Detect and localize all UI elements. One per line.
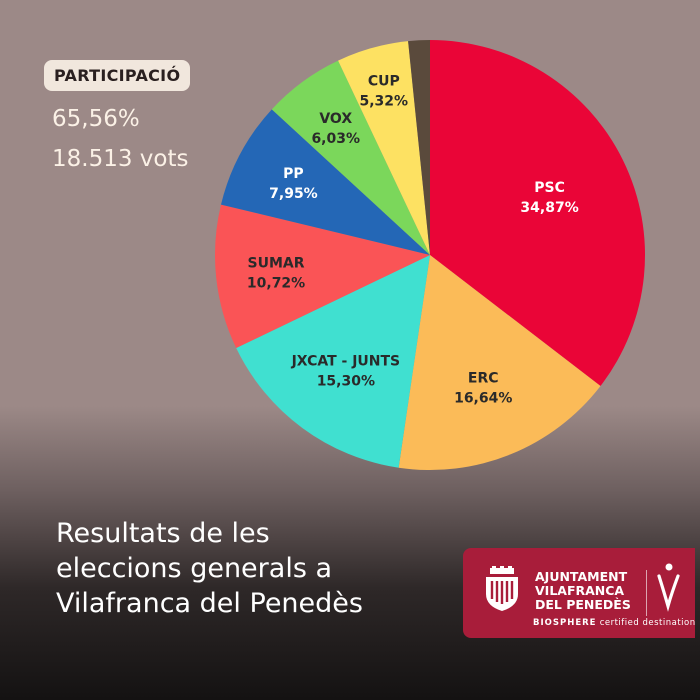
participation-percentage: 65,56% [52, 106, 140, 132]
pie-value-cup: 5,32% [360, 93, 409, 109]
pie-value-pp: 7,95% [269, 186, 318, 202]
biosphere-tagline: BIOSPHERE certified destination [533, 618, 696, 628]
pie-slice-sumar [215, 204, 430, 349]
tag-certified: certified destination [599, 618, 696, 628]
pie-value-jxcat-junts: 15,30% [317, 373, 375, 389]
ajuntament-logo: AJUNTAMENT VILAFRANCA DEL PENEDÈS BIOSPH… [463, 548, 695, 638]
pie-label-vox: VOX [319, 111, 352, 127]
pie-label-cup: CUP [368, 73, 400, 89]
pie-slice-other [408, 40, 430, 255]
pie-value-psc: 34,87% [520, 200, 578, 216]
headline-line-3: Vilafranca del Penedès [56, 588, 363, 619]
pie-slice-pp [220, 109, 430, 255]
participation-badge: PARTICIPACIÓ [44, 60, 191, 91]
org-line-1: AJUNTAMENT [535, 569, 628, 584]
pie-value-erc: 16,64% [454, 391, 512, 407]
pie-label-psc: PSC [534, 180, 565, 196]
participation-votes: 18.513 vots [52, 146, 189, 172]
pie-value-vox: 6,03% [311, 131, 360, 147]
crest-icon [486, 566, 518, 611]
pie-label-jxcat-junts: JXCAT - JUNTS [291, 353, 401, 369]
tag-biosphere: BIOSPHERE [533, 618, 597, 628]
pie-label-sumar: SUMAR [248, 255, 305, 271]
pie-slice-erc [398, 255, 601, 470]
headline: Resultats de les eleccions generals a Vi… [56, 516, 456, 621]
org-name: AJUNTAMENT VILAFRANCA DEL PENEDÈS [535, 570, 645, 612]
org-line-2: VILAFRANCA [535, 583, 625, 598]
org-line-3: DEL PENEDÈS [535, 597, 631, 612]
pie-slice-jxcat-junts [236, 255, 430, 468]
logo-divider [646, 570, 647, 616]
pie-slice-psc [430, 40, 645, 386]
pie-label-pp: PP [283, 166, 304, 182]
pie-value-sumar: 10,72% [247, 275, 305, 291]
pie-slice-vox [271, 60, 430, 255]
headline-line-2: eleccions generals a [56, 553, 333, 584]
vilafranca-v-icon [657, 563, 680, 612]
pie-slice-cup [338, 41, 430, 255]
headline-line-1: Resultats de les [56, 518, 270, 549]
pie-label-erc: ERC [468, 371, 499, 387]
